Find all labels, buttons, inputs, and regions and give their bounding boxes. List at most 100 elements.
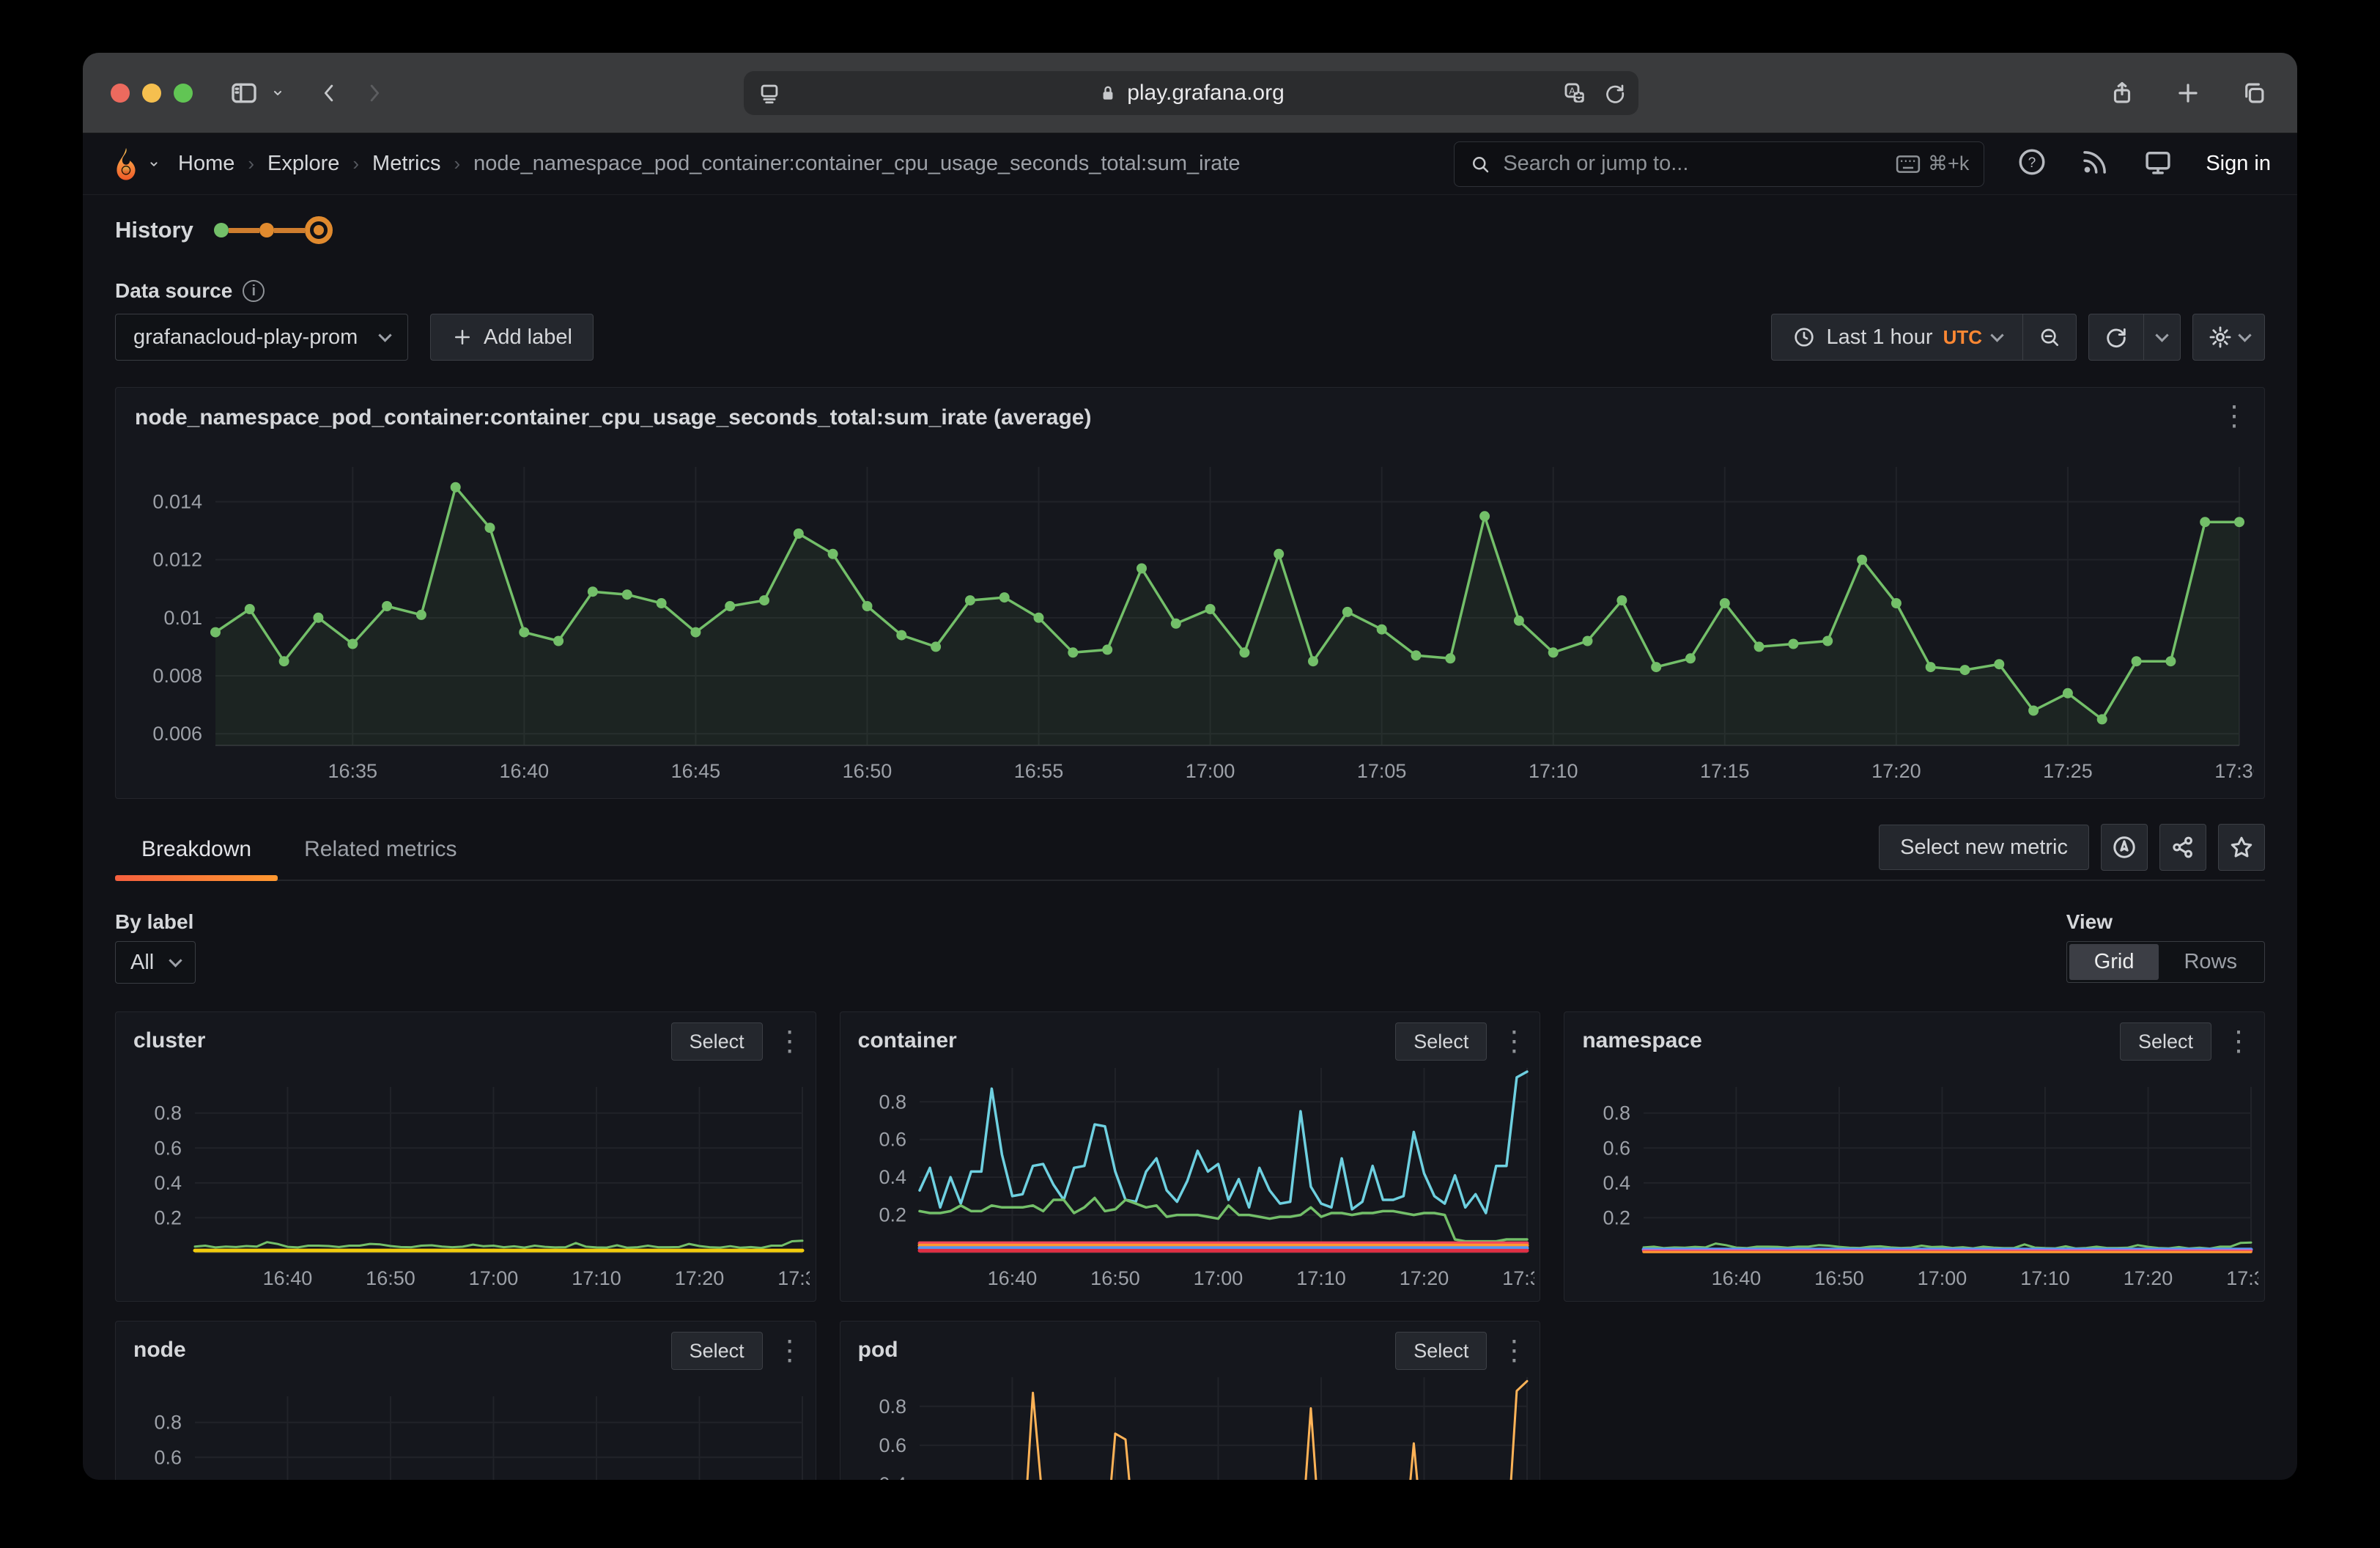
select-button[interactable]: Select bbox=[670, 1332, 763, 1370]
svg-text:16:50: 16:50 bbox=[1815, 1267, 1865, 1289]
titlebar-actions bbox=[2108, 71, 2268, 115]
view-option-rows[interactable]: Rows bbox=[2184, 950, 2237, 973]
panel-menu-icon[interactable]: ⋮ bbox=[2220, 401, 2248, 432]
browser-titlebar: play.grafana.org A bbox=[83, 53, 2297, 133]
back-button[interactable] bbox=[317, 81, 342, 106]
sign-in-button[interactable]: Sign in bbox=[2206, 152, 2271, 175]
address-bar[interactable]: play.grafana.org A bbox=[744, 71, 1638, 115]
add-label-button[interactable]: Add label bbox=[430, 314, 594, 361]
sidebar-chevron-icon[interactable] bbox=[269, 84, 287, 102]
window-controls bbox=[111, 83, 193, 103]
svg-text:17:00: 17:00 bbox=[1193, 1267, 1243, 1289]
history-step-current-icon[interactable] bbox=[304, 216, 333, 244]
metric-chart[interactable]: 16:35 16:40 16:45 16:50 16:55 17:00 17:05 17:10… bbox=[128, 449, 2264, 791]
svg-text:16:40: 16:40 bbox=[1712, 1267, 1762, 1289]
datasource-value: grafanacloud-play-prom bbox=[133, 325, 358, 349]
share-panel-button[interactable] bbox=[2159, 824, 2206, 871]
label-panel-pod: pod Select ⋮ 16:4016:5017:0017:1017:2017… bbox=[839, 1321, 1541, 1480]
panel-menu-icon[interactable]: ⋮ bbox=[1500, 1026, 1529, 1057]
time-range-picker[interactable]: Last 1 hour UTC bbox=[1771, 314, 2022, 361]
svg-text:0.4: 0.4 bbox=[1603, 1172, 1631, 1194]
svg-text:0.8: 0.8 bbox=[154, 1412, 182, 1434]
svg-text:16:50: 16:50 bbox=[1090, 1267, 1140, 1289]
panel-menu-icon[interactable]: ⋮ bbox=[775, 1026, 804, 1057]
tab-overview-icon[interactable] bbox=[2240, 79, 2268, 107]
tab-related-metrics[interactable]: Related metrics bbox=[304, 837, 457, 861]
svg-text:A: A bbox=[1569, 85, 1575, 96]
select-button[interactable]: Select bbox=[1395, 1022, 1488, 1061]
svg-text:17:10: 17:10 bbox=[572, 1267, 621, 1289]
reload-icon[interactable] bbox=[1603, 81, 1627, 105]
zoom-out-button[interactable] bbox=[2022, 314, 2077, 361]
info-icon[interactable]: i bbox=[243, 280, 265, 302]
label-chart-container[interactable]: 16:40 16:50 17:00 17:10 17:20 17:30 0.2 0.4 0.6 0… bbox=[849, 1061, 1540, 1295]
svg-text:16:50: 16:50 bbox=[366, 1267, 415, 1289]
settings-button[interactable] bbox=[2192, 314, 2265, 361]
svg-text:17:00: 17:00 bbox=[469, 1267, 519, 1289]
breadcrumb-metrics[interactable]: Metrics bbox=[372, 152, 441, 175]
lock-icon bbox=[1098, 83, 1118, 103]
panel-menu-icon[interactable]: ⋮ bbox=[1500, 1335, 1529, 1366]
select-new-metric-button[interactable]: Select new metric bbox=[1879, 825, 2089, 870]
zoom-window-button[interactable] bbox=[174, 83, 193, 103]
svg-text:0.014: 0.014 bbox=[152, 491, 202, 513]
search-placeholder: Search or jump to... bbox=[1503, 152, 1689, 175]
new-tab-icon[interactable] bbox=[2174, 79, 2202, 107]
panel-menu-icon[interactable]: ⋮ bbox=[775, 1335, 804, 1366]
breadcrumb-explore[interactable]: Explore bbox=[267, 152, 340, 175]
history-step-start-icon[interactable] bbox=[213, 223, 229, 237]
label-chart-node[interactable]: 16:4016:5017:0017:1017:2017:300.20.40.60… bbox=[125, 1370, 810, 1480]
label-chart-namespace[interactable]: 16:40 16:50 17:00 17:10 17:20 17:30 0.2 0.4 0.6 0… bbox=[1573, 1061, 2264, 1295]
svg-text:17:30: 17:30 bbox=[777, 1267, 810, 1289]
refresh-interval-dropdown[interactable] bbox=[2143, 314, 2181, 361]
svg-text:0.012: 0.012 bbox=[152, 549, 202, 571]
svg-text:?: ? bbox=[2028, 155, 2036, 171]
select-button[interactable]: Select bbox=[670, 1022, 763, 1061]
panel-title: container bbox=[857, 1028, 957, 1053]
svg-text:0.006: 0.006 bbox=[152, 723, 202, 745]
display-icon[interactable] bbox=[2143, 147, 2173, 181]
svg-text:0.4: 0.4 bbox=[154, 1172, 182, 1194]
view-option-grid[interactable]: Grid bbox=[2069, 944, 2159, 980]
forward-button[interactable] bbox=[361, 81, 386, 106]
minimize-window-button[interactable] bbox=[142, 83, 161, 103]
svg-text:17:25: 17:25 bbox=[2043, 760, 2093, 782]
help-icon[interactable]: ? bbox=[2017, 147, 2047, 181]
chevron-down-icon bbox=[2238, 328, 2252, 342]
label-chart-pod[interactable]: 16:4016:5017:0017:1017:2017:300.20.40.60… bbox=[849, 1370, 1534, 1480]
sidebar-toggle-icon[interactable] bbox=[228, 78, 260, 108]
svg-text:0.8: 0.8 bbox=[879, 1091, 906, 1113]
tab-breakdown[interactable]: Breakdown bbox=[115, 837, 278, 881]
select-button[interactable]: Select bbox=[1395, 1332, 1488, 1370]
svg-text:0.8: 0.8 bbox=[879, 1396, 906, 1418]
history-timeline[interactable] bbox=[213, 216, 333, 244]
page-settings-icon[interactable] bbox=[757, 81, 782, 106]
share-icon[interactable] bbox=[2108, 79, 2136, 107]
by-label-select[interactable]: All bbox=[115, 941, 196, 984]
star-button[interactable] bbox=[2218, 824, 2265, 871]
breadcrumb-home[interactable]: Home bbox=[178, 152, 235, 175]
refresh-button[interactable] bbox=[2088, 314, 2143, 361]
svg-text:17:20: 17:20 bbox=[2124, 1267, 2173, 1289]
select-button[interactable]: Select bbox=[2119, 1022, 2211, 1061]
label-panel-namespace: namespace Select ⋮ 16:40 16:50 17:00 17:10 1… bbox=[1564, 1011, 2265, 1302]
org-switcher-chevron-icon[interactable] bbox=[146, 156, 162, 172]
url-text: play.grafana.org bbox=[1127, 81, 1285, 105]
grafana-logo[interactable] bbox=[109, 147, 143, 182]
time-picker-group: Last 1 hour UTC bbox=[1771, 314, 2077, 361]
panel-menu-icon[interactable]: ⋮ bbox=[2225, 1026, 2252, 1057]
svg-text:16:40: 16:40 bbox=[500, 760, 550, 782]
svg-text:17:10: 17:10 bbox=[2021, 1267, 2071, 1289]
close-window-button[interactable] bbox=[111, 83, 130, 103]
svg-text:0.6: 0.6 bbox=[154, 1446, 182, 1468]
news-rss-icon[interactable] bbox=[2080, 147, 2110, 181]
translate-icon[interactable]: A bbox=[1562, 81, 1587, 106]
by-label-label: By label bbox=[115, 910, 194, 933]
search-shortcut: ⌘+k bbox=[1896, 152, 1969, 175]
explore-compass-button[interactable] bbox=[2101, 824, 2148, 871]
search-input[interactable]: Search or jump to... ⌘+k bbox=[1454, 141, 1985, 187]
datasource-select[interactable]: grafanacloud-play-prom bbox=[115, 314, 408, 361]
label-chart-cluster[interactable]: 16:40 16:50 17:00 17:10 17:20 17:30 0.2 0.4 0.6 0… bbox=[125, 1061, 816, 1295]
history-step-icon[interactable] bbox=[259, 223, 274, 237]
datasource-label-row: Data source i bbox=[115, 279, 2265, 303]
